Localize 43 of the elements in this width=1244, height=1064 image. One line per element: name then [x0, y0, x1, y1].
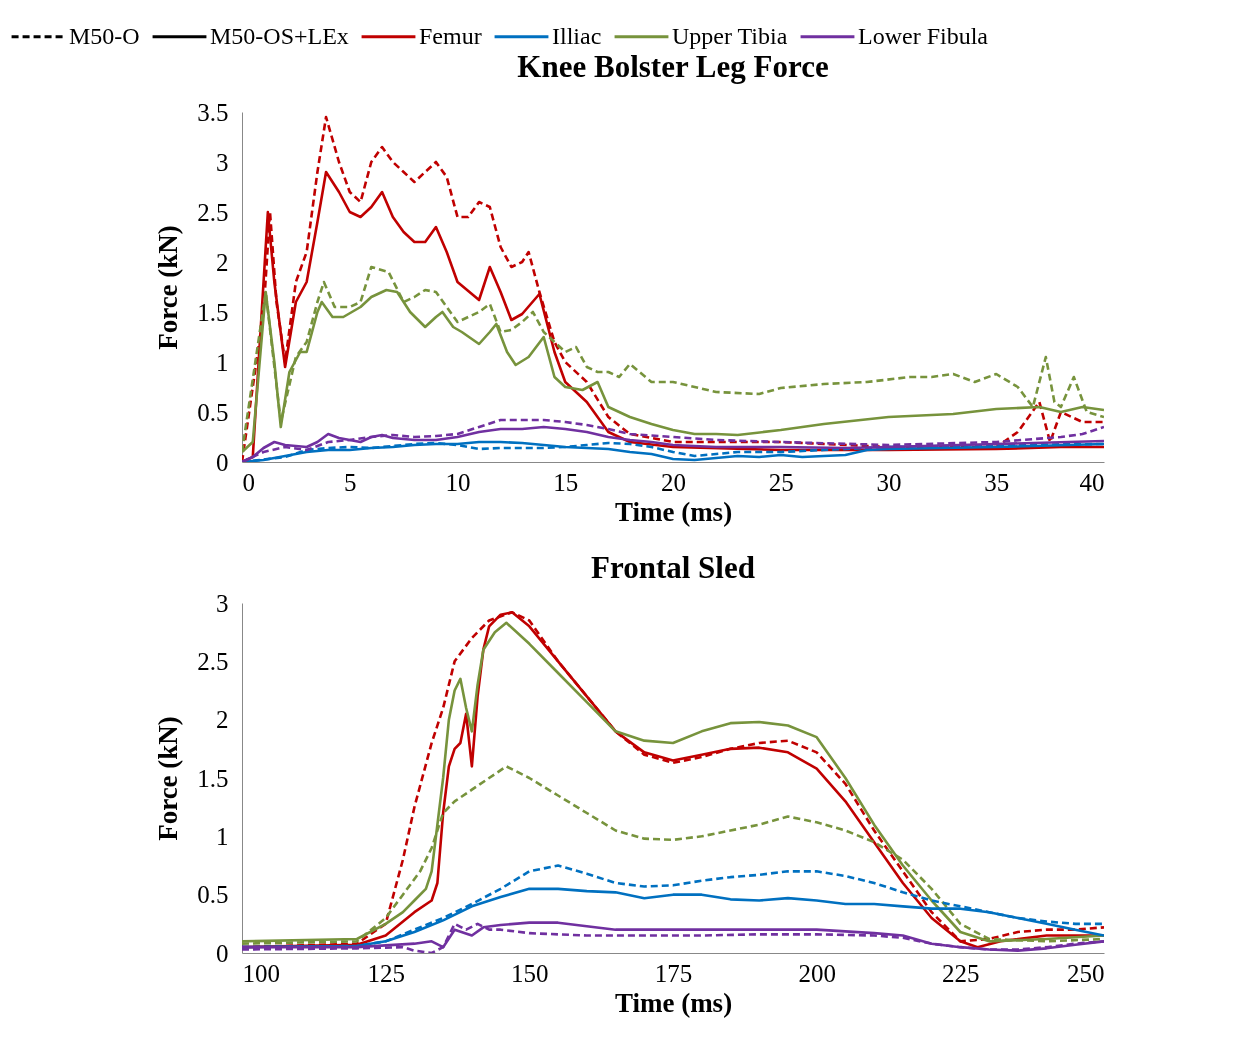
- x-tick-label: 10: [445, 468, 471, 496]
- y-tick-label: 2.5: [197, 198, 229, 226]
- legend-label: Femur: [419, 22, 482, 49]
- x-tick-label: 225: [942, 959, 980, 987]
- y-tick-label: 1.5: [197, 298, 229, 326]
- x-axis-title: Time (ms): [614, 987, 733, 1018]
- x-tick-label: 20: [661, 468, 686, 496]
- legend-label: Lower Fibula: [858, 22, 989, 49]
- x-tick-label: 175: [654, 959, 693, 987]
- y-tick-label: 1: [216, 348, 229, 376]
- y-tick-label: 1.5: [197, 764, 229, 792]
- y-tick-label: 2: [216, 706, 229, 734]
- chart-title: Knee Bolster Leg Force: [517, 49, 829, 84]
- x-tick-label: 40: [1079, 468, 1105, 496]
- y-tick-label: 0: [216, 448, 229, 476]
- y-tick-label: 3: [216, 148, 229, 176]
- y-tick-label: 0.5: [197, 398, 229, 426]
- x-tick-label: 25: [768, 468, 794, 496]
- x-tick-label: 5: [344, 468, 357, 496]
- legend-label: M50-O: [69, 22, 140, 49]
- x-tick-label: 150: [511, 959, 549, 987]
- x-tick-label: 200: [798, 959, 836, 987]
- x-tick-label: 15: [553, 468, 579, 496]
- y-tick-label: 3: [216, 589, 229, 617]
- y-tick-label: 0: [216, 939, 229, 967]
- x-tick-label: 30: [876, 468, 902, 496]
- legend-label: Upper Tibia: [672, 22, 788, 49]
- y-tick-label: 3.5: [197, 98, 229, 126]
- y-axis-title: Force (kN): [153, 716, 184, 841]
- legend-label: M50-OS+LEx: [210, 22, 349, 49]
- x-tick-label: 250: [1067, 959, 1105, 987]
- x-tick-label: 125: [367, 959, 405, 987]
- y-tick-label: 2: [216, 248, 229, 276]
- x-axis-title: Time (ms): [614, 496, 733, 527]
- chart-title: Frontal Sled: [591, 550, 755, 585]
- legend-label: Illiac: [552, 22, 602, 49]
- y-tick-label: 2.5: [197, 647, 229, 675]
- y-tick-label: 0.5: [197, 881, 229, 909]
- x-tick-label: 35: [984, 468, 1010, 496]
- y-axis-title: Force (kN): [153, 225, 184, 350]
- y-tick-label: 1: [216, 822, 229, 850]
- x-tick-label: 100: [242, 959, 280, 987]
- x-tick-label: 0: [242, 468, 255, 496]
